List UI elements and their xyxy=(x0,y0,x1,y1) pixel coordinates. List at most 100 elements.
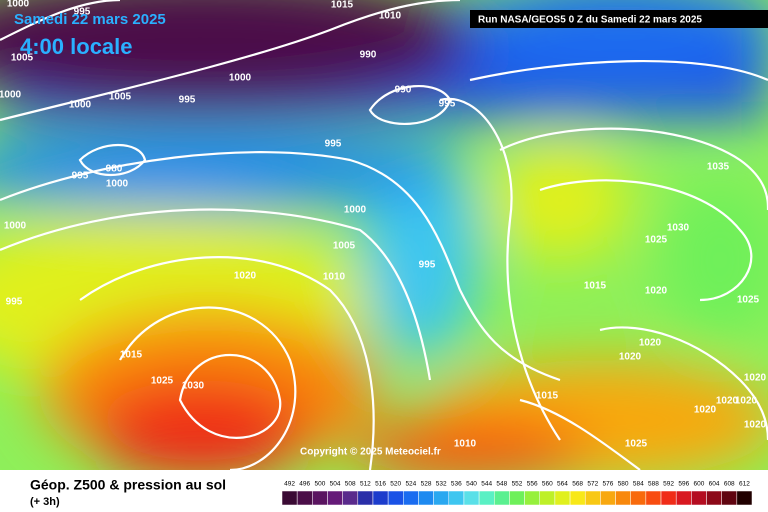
isobar-label: 995 xyxy=(74,7,91,18)
isobar-label: 1020 xyxy=(744,373,767,384)
colorbar-label: 564 xyxy=(557,481,568,488)
colorbar-swatch xyxy=(584,490,601,506)
run-banner xyxy=(470,10,768,28)
colorbar-label: 520 xyxy=(390,481,401,488)
colorbar-label: 492 xyxy=(284,481,295,488)
colorbar-swatch xyxy=(448,490,465,506)
colorbar-label: 612 xyxy=(739,481,750,488)
colorbar-swatch xyxy=(357,490,374,506)
isobar-label: 1020 xyxy=(234,271,257,282)
map-date: Samedi 22 mars 2025 xyxy=(14,11,166,28)
colorbar-label: 548 xyxy=(496,481,507,488)
colorbar-swatch xyxy=(387,490,404,506)
colorbar-swatch xyxy=(600,490,616,506)
colorbar-swatch xyxy=(281,490,298,506)
colorbar-label: 608 xyxy=(724,481,735,488)
colorbar-label: 536 xyxy=(451,481,462,488)
isobar-label: 1010 xyxy=(323,272,346,283)
colorbar-label: 600 xyxy=(694,481,705,488)
isobar-label: 1020 xyxy=(735,396,758,407)
isobars xyxy=(0,0,768,472)
isobar-label: 995 xyxy=(6,297,23,308)
colorbar: 492 496 500 504 508 512 516 520 524 528 532 536 540 5… xyxy=(281,481,753,506)
isobar-label: 1020 xyxy=(744,420,767,431)
colorbar-label: 596 xyxy=(678,481,689,488)
colorbar-swatch xyxy=(539,490,556,506)
colorbar-swatch xyxy=(494,490,510,506)
colorbar-swatch xyxy=(721,490,738,506)
colorbar-swatch xyxy=(296,490,313,506)
isobar-label: 1025 xyxy=(737,295,760,306)
colorbar-label: 524 xyxy=(405,481,416,488)
colorbar-label: 516 xyxy=(375,481,386,488)
isobar-label: 1020 xyxy=(694,405,717,416)
colorbar-swatch xyxy=(706,490,722,506)
isobar-label: 1030 xyxy=(182,381,205,392)
colorbar-swatch xyxy=(372,490,389,506)
colorbar-label: 532 xyxy=(436,481,447,488)
colorbar-label: 540 xyxy=(466,481,477,488)
isobar-labels: 1000 995 1015 1010 1005 990 1000 1000 1000 1005 99… xyxy=(0,0,767,450)
colorbar-label: 508 xyxy=(345,481,356,488)
isobar-label: 1000 xyxy=(0,90,22,101)
isobar-label: 1000 xyxy=(106,179,129,190)
colorbar-label: 496 xyxy=(299,481,310,488)
colorbar-label: 500 xyxy=(314,481,325,488)
isobar-label: 1035 xyxy=(707,162,730,173)
isobar-label: 980 xyxy=(106,164,123,175)
isobar-label: 1020 xyxy=(619,352,642,363)
run-info: Run NASA/GEOS5 0 Z du Samedi 22 mars 202… xyxy=(478,15,702,26)
isobar-label: 1025 xyxy=(645,235,668,246)
colorbar-swatch xyxy=(509,490,525,506)
colorbar-swatch xyxy=(433,490,450,506)
footer-lead: (+ 3h) xyxy=(30,496,60,508)
colorbar-label: 528 xyxy=(421,481,432,488)
colorbar-swatch xyxy=(342,490,359,506)
colorbar-label: 580 xyxy=(618,481,629,488)
isobar-label: 1030 xyxy=(667,223,690,234)
colorbar-swatch xyxy=(478,490,495,506)
isobar-label: 1000 xyxy=(69,100,92,111)
colorbar-swatch xyxy=(630,490,647,506)
colorbar-label: 572 xyxy=(587,481,598,488)
colorbar-swatch xyxy=(524,490,540,506)
isobar-label: 990 xyxy=(395,85,412,96)
colorbar-label: 604 xyxy=(709,481,720,488)
isobar-label: 1000 xyxy=(7,0,30,10)
colorbar-label: 504 xyxy=(330,481,341,488)
map-time: 4:00 locale xyxy=(20,34,133,59)
isobar-label: 1020 xyxy=(716,396,739,407)
colorbar-swatch xyxy=(463,490,480,506)
isobar-label: 1000 xyxy=(344,205,367,216)
colorbar-label: 544 xyxy=(481,481,492,488)
isobar-label: 1025 xyxy=(625,439,648,450)
colorbar-label: 568 xyxy=(572,481,583,488)
colorbar-label: 592 xyxy=(663,481,674,488)
colorbar-swatch xyxy=(736,490,753,506)
isobar-label: 1010 xyxy=(379,11,402,22)
colorbar-swatch xyxy=(569,490,586,506)
colorbar-label: 560 xyxy=(542,481,553,488)
isobar-label: 1010 xyxy=(454,439,477,450)
copyright: Copyright © 2025 Meteociel.fr xyxy=(300,447,441,458)
isobar-label: 995 xyxy=(325,139,342,150)
colorbar-label: 556 xyxy=(527,481,538,488)
isobar-label: 1000 xyxy=(229,73,252,84)
colorbar-swatch xyxy=(312,490,328,506)
isobar-label: 1005 xyxy=(333,241,356,252)
colorbar-swatch xyxy=(645,490,662,506)
isobar-label: 1015 xyxy=(536,391,559,402)
isobar-label: 995 xyxy=(419,260,436,271)
isobar-label: 1015 xyxy=(331,0,354,11)
isobar-label: 1000 xyxy=(4,221,27,232)
isobar-label: 1015 xyxy=(120,350,143,361)
isobar-label: 1005 xyxy=(11,53,34,64)
colorbar-swatch xyxy=(615,490,631,506)
colorbar-label: 584 xyxy=(633,481,644,488)
colorbar-swatch xyxy=(675,490,692,506)
colorbar-label: 576 xyxy=(603,481,614,488)
colorbar-swatch xyxy=(660,490,677,506)
isobar-label: 1025 xyxy=(151,376,174,387)
isobar-label: 990 xyxy=(360,50,377,61)
